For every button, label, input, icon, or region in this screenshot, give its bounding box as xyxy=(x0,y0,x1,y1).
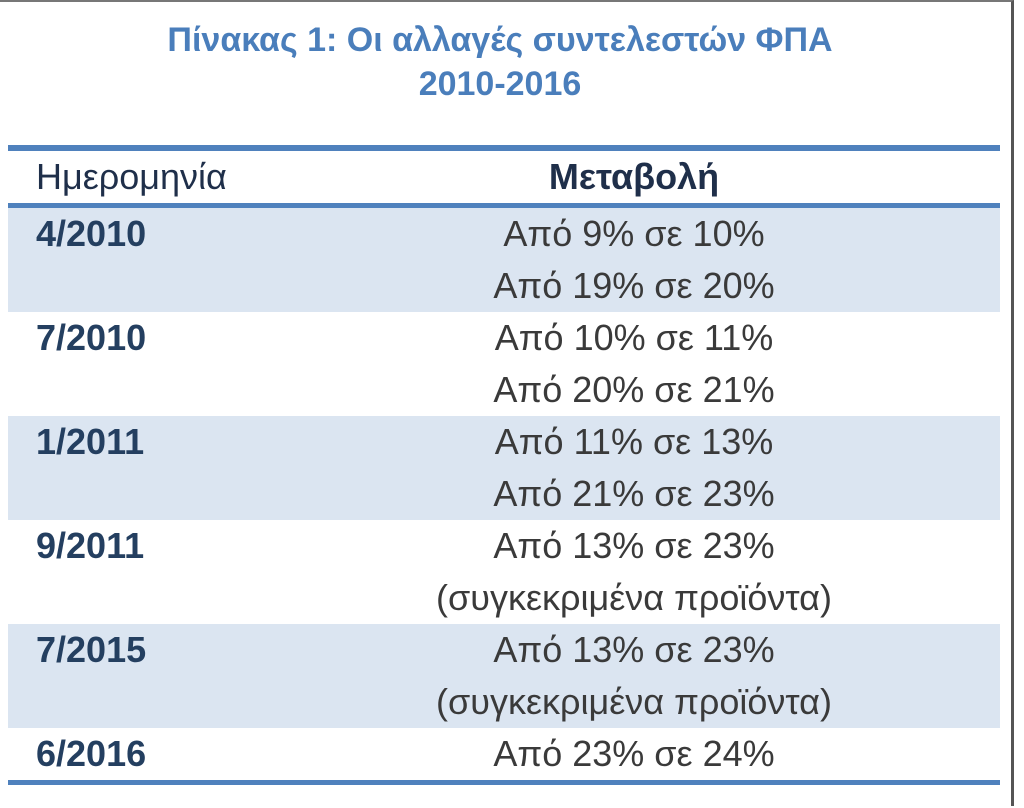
change-line: Από 19% σε 20% xyxy=(493,265,775,306)
date-cell: 9/2011 xyxy=(36,525,145,566)
table-row: 1/2011 Από 11% σε 13% Από 21% σε 23% xyxy=(8,416,1000,520)
change-line: Από 9% σε 10% xyxy=(503,213,765,254)
change-line: Από 20% σε 21% xyxy=(493,369,775,410)
change-line: Από 10% σε 11% xyxy=(494,317,774,358)
change-line: (συγκεκριμένα προϊόντα) xyxy=(436,577,832,618)
change-cell: Από 23% σε 24% xyxy=(308,728,1000,780)
table-row: 7/2015 Από 13% σε 23% (συγκεκριμένα προϊόν… xyxy=(8,624,1000,728)
title-line: 2010-2016 xyxy=(418,65,582,103)
change-line: Από 11% σε 13% xyxy=(494,421,774,462)
date-cell: 7/2010 xyxy=(36,317,147,358)
change-line: Από 13% σε 23% xyxy=(493,629,775,670)
table-row: 4/2010 Από 9% σε 10% Από 19% σε 20% xyxy=(8,208,1000,312)
date-cell: 7/2015 xyxy=(36,629,147,670)
change-cell: Από 9% σε 10% Από 19% σε 20% xyxy=(308,208,1000,312)
change-line: Από 23% σε 24% xyxy=(493,733,775,774)
change-cell: Από 11% σε 13% Από 21% σε 23% xyxy=(308,416,1000,520)
change-line: Από 21% σε 23% xyxy=(493,473,775,514)
table: Ημερομηνία Μεταβολή 4/2010 Από 9% σε 10% Α… xyxy=(8,145,1000,785)
change-cell: Από 10% σε 11% Από 20% σε 21% xyxy=(308,312,1000,416)
change-cell: Από 13% σε 23% (συγκεκριμένα προϊόντα) xyxy=(308,624,1000,728)
header-row: Ημερομηνία Μεταβολή xyxy=(8,151,1000,208)
table-row: 9/2011 Από 13% σε 23% (συγκεκριμένα προϊόν… xyxy=(8,520,1000,624)
table-row: 6/2016 Από 23% σε 24% xyxy=(8,728,1000,780)
header-cell: Ημερομηνία xyxy=(36,156,227,197)
header-cell: Μεταβολή xyxy=(548,156,720,197)
table-title: Πίνακας 1: Οι αλλαγές συντελεστών ΦΠΑ 20… xyxy=(0,18,1000,106)
title-line: Πίνακας 1: Οι αλλαγές συντελεστών ΦΠΑ xyxy=(167,21,833,59)
change-cell: Από 13% σε 23% (συγκεκριμένα προϊόντα) xyxy=(308,520,1000,624)
change-line: Από 13% σε 23% xyxy=(493,525,775,566)
table-row: 7/2010 Από 10% σε 11% Από 20% σε 21% xyxy=(8,312,1000,416)
date-cell: 4/2010 xyxy=(36,213,147,254)
date-cell: 1/2011 xyxy=(36,421,145,462)
date-cell: 6/2016 xyxy=(36,733,147,774)
change-line: (συγκεκριμένα προϊόντα) xyxy=(436,681,832,722)
